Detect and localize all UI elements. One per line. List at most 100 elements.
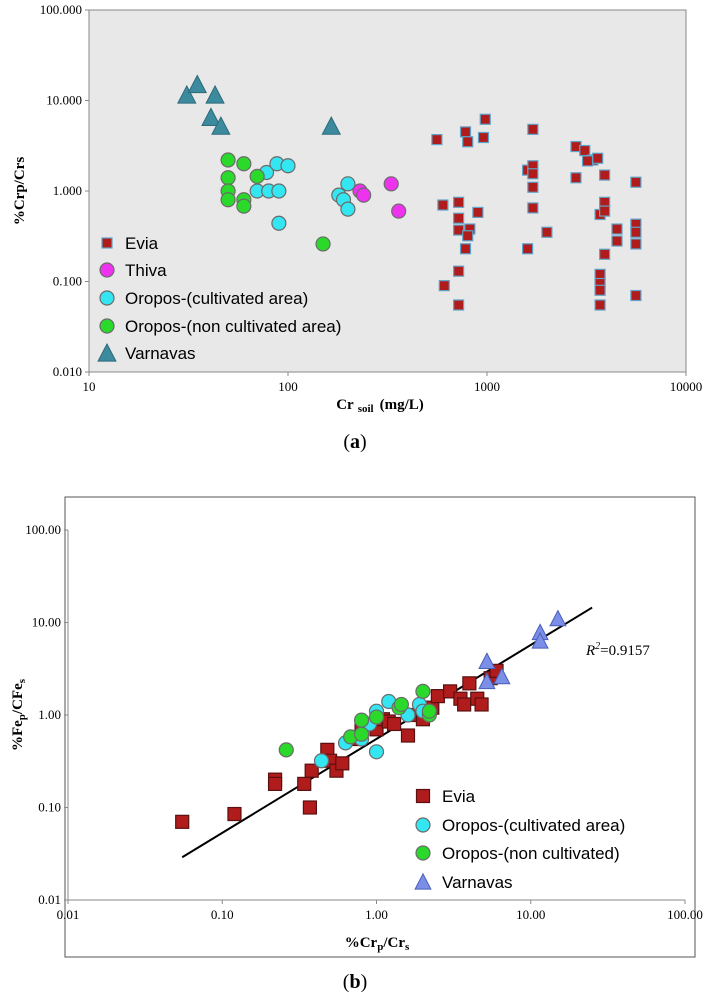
data-point-varnavas	[187, 74, 208, 94]
data-point-evia	[462, 676, 477, 691]
y-tick-label: 0.100	[53, 274, 82, 289]
legend-label: Varnavas	[125, 344, 196, 363]
panel-b-label: (b)	[343, 971, 367, 993]
legend-swatch	[415, 817, 431, 833]
y-tick-label: 100.000	[40, 2, 82, 17]
data-point-varnavas	[177, 84, 197, 104]
data-point-oropos-cultivated-area-	[271, 183, 287, 199]
data-point-oropos-non-cultivated-	[368, 709, 385, 725]
r-squared-annotation: R2=0.9157	[585, 641, 650, 659]
legend-swatch	[415, 845, 431, 861]
panel-b-points	[175, 609, 567, 829]
data-point-varnavas	[201, 107, 221, 127]
data-point-evia	[453, 196, 465, 208]
x-tick-label: 10	[83, 379, 96, 394]
data-point-evia	[430, 689, 445, 704]
data-point-evia	[335, 756, 350, 771]
regression-line	[181, 606, 593, 859]
legend-label: Oropos-(non cultivated)	[442, 844, 620, 863]
data-point-evia	[453, 212, 465, 224]
legend-swatch	[101, 237, 113, 249]
data-point-evia	[386, 716, 402, 732]
legend-swatch	[414, 872, 432, 890]
data-point-evia	[457, 697, 472, 712]
data-point-evia	[431, 133, 443, 146]
data-point-evia	[527, 123, 539, 135]
x-tick-label: 10.00	[516, 907, 545, 922]
data-point-evia	[611, 223, 623, 235]
y-tick-label: 0.01	[38, 892, 61, 907]
data-point-thiva	[356, 187, 372, 203]
panel-a-legend: Evia Thiva Oropos-(cultivated area) Oropos-…	[97, 234, 341, 363]
panel-b: 0.01 0.10 1.00 10.00 100.00 0.01 0.10 1.00 10.00…	[10, 496, 703, 993]
data-point-evia	[474, 697, 489, 712]
data-point-varnavas	[478, 672, 496, 690]
legend-swatch	[99, 318, 115, 334]
data-point-evia	[453, 299, 465, 311]
data-point-varnavas	[531, 631, 549, 649]
y-tick-label: 0.010	[53, 364, 82, 379]
y-tick-label: 10.00	[32, 615, 61, 630]
data-point-oropos-non-cultivated-	[393, 696, 409, 713]
legend-swatch	[99, 262, 115, 278]
data-point-oropos-cultivated-area-	[271, 215, 287, 231]
data-point-oropos-non-cultivated-area-	[236, 198, 252, 214]
data-point-oropos-non-cultivated-	[421, 703, 437, 719]
data-point-evia	[599, 205, 611, 217]
legend-label: Oropos-(cultivated area)	[125, 289, 308, 308]
data-point-evia	[437, 199, 449, 211]
data-point-evia	[459, 126, 472, 138]
data-point-evia	[477, 131, 490, 144]
data-point-evia	[611, 235, 623, 247]
data-point-oropos-cultivated-area-	[280, 158, 296, 174]
legend-label: Oropos-(cultivated area)	[442, 816, 625, 835]
data-point-oropos-non-cultivated-	[353, 712, 370, 728]
legend-label: Evia	[442, 787, 476, 806]
data-point-evia	[630, 289, 642, 302]
data-point-evia	[581, 155, 594, 167]
data-point-oropos-non-cultivated-area-	[236, 156, 252, 172]
data-point-oropos-cultivated-area-	[313, 753, 330, 769]
x-tick-label: 10000	[670, 379, 703, 394]
x-tick-label: 100	[278, 379, 298, 394]
panel-b-ticks: 0.01 0.10 1.00 10.00 100.00 0.01 0.10 1.00 10.00…	[25, 522, 703, 922]
data-point-evia	[175, 814, 190, 829]
data-point-varnavas	[549, 609, 567, 627]
y-tick-label: 1.000	[53, 183, 82, 198]
legend-label: Oropos-(non cultivated area)	[125, 317, 341, 336]
y-tick-label: 100.00	[25, 522, 61, 537]
panel-b-x-axis-title: %Crp/Crs	[345, 935, 410, 953]
y-tick-label: 1.00	[38, 707, 61, 722]
data-point-evia	[453, 224, 465, 236]
data-point-evia	[599, 169, 611, 181]
data-point-evia	[527, 168, 539, 180]
panel-b-y-axis-title: %Fep/CFes	[10, 678, 28, 751]
panel-a: 0.010 0.100 1.000 10.000 100.000 10 100 1000 100…	[12, 2, 702, 453]
legend-label: Evia	[125, 234, 159, 253]
data-point-oropos-non-cultivated-	[278, 742, 294, 758]
data-point-evia	[479, 113, 491, 125]
data-point-evia	[438, 280, 450, 292]
panel-b-outer-frame	[64, 496, 696, 958]
data-point-evia	[594, 268, 606, 280]
data-point-varnavas	[205, 84, 225, 104]
x-tick-label: 1.00	[365, 907, 388, 922]
panel-a-points	[177, 74, 642, 311]
data-point-evia	[594, 299, 606, 311]
data-point-thiva	[391, 203, 407, 219]
y-tick-label: 10.000	[46, 93, 82, 108]
data-point-evia	[579, 144, 591, 157]
data-point-varnavas	[493, 667, 511, 685]
data-point-evia	[462, 230, 474, 242]
x-tick-label: 0.10	[211, 907, 234, 922]
data-point-evia	[541, 226, 553, 238]
panel-a-plot-area	[88, 9, 687, 373]
data-point-evia	[630, 176, 642, 188]
x-tick-label: 0.01	[57, 907, 80, 922]
data-point-evia	[592, 152, 604, 164]
data-point-evia	[570, 172, 582, 184]
data-point-oropos-non-cultivated-area-	[220, 152, 236, 168]
panel-a-label: (a)	[343, 431, 366, 453]
panel-a-x-axis-title: Cr soil (mg/L)	[336, 397, 424, 415]
